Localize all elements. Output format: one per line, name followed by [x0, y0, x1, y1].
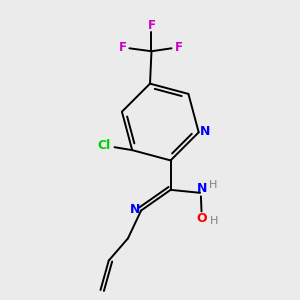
- Text: N: N: [200, 125, 210, 138]
- Text: O: O: [196, 212, 207, 225]
- Text: N: N: [130, 203, 140, 216]
- Text: F: F: [175, 41, 183, 54]
- Text: Cl: Cl: [98, 139, 111, 152]
- Text: N: N: [197, 182, 208, 196]
- Text: H: H: [210, 216, 219, 226]
- Text: F: F: [119, 41, 127, 54]
- Text: H: H: [209, 181, 217, 190]
- Text: F: F: [148, 19, 155, 32]
